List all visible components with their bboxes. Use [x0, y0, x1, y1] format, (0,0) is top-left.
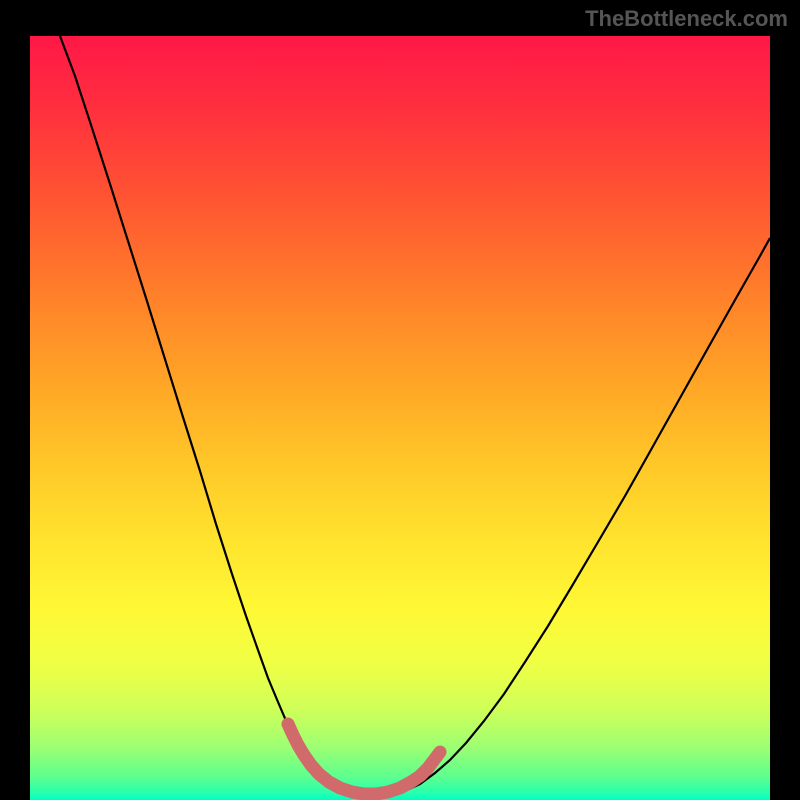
chart-curve-layer [30, 36, 770, 800]
curve-right-path [375, 238, 770, 797]
marker-overlay-path [288, 724, 440, 794]
chart-plot-area [30, 36, 770, 800]
watermark-text: TheBottleneck.com [585, 6, 788, 32]
curve-left-path [60, 36, 375, 797]
